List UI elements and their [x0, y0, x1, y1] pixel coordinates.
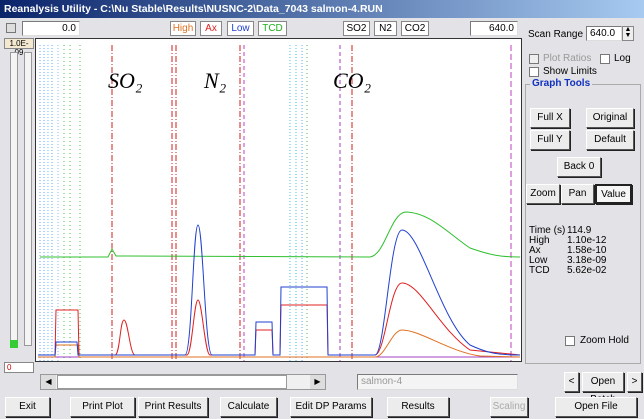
- slider[interactable]: [24, 52, 32, 346]
- readout-label: Time (s): [529, 225, 566, 236]
- button[interactable]: Original: [586, 108, 634, 128]
- title-bar: Reanalysis Utility - C:\Nu Stable\Result…: [0, 0, 644, 18]
- gas-button[interactable]: CO2: [401, 21, 429, 36]
- readout-value: 114.9: [567, 225, 592, 236]
- peak-label: SO₂: [108, 68, 143, 93]
- button[interactable]: Print Plot: [70, 397, 135, 417]
- tcd-trace: [40, 211, 521, 258]
- button[interactable]: Back 0: [557, 157, 601, 177]
- label: Show Limits: [543, 66, 597, 77]
- readout-value: 3.18e-09: [567, 255, 607, 266]
- button[interactable]: Default: [586, 130, 634, 150]
- scale-bottom: 0: [4, 362, 34, 373]
- legend-low: Low: [227, 21, 254, 36]
- high-trace: [38, 329, 521, 358]
- scrollbar[interactable]: ◀ ▶: [40, 374, 326, 390]
- scale-top: 1.0E-09: [4, 38, 34, 57]
- checkbox[interactable]: [6, 23, 16, 33]
- label: Scan Range: [528, 29, 584, 40]
- spinner[interactable]: ▲ ▼: [622, 26, 634, 41]
- gas-button[interactable]: N2: [374, 21, 397, 36]
- slider-thumb: [10, 340, 18, 348]
- scan-range-field[interactable]: 640.0: [586, 26, 622, 41]
- button[interactable]: Open Batch: [582, 372, 624, 405]
- file-field: salmon-4: [357, 374, 518, 390]
- readout-value: 1.10e-12: [567, 235, 607, 246]
- low-trace: [38, 224, 521, 356]
- button[interactable]: Full Y: [530, 130, 570, 150]
- checkbox[interactable]: [529, 54, 539, 64]
- readout-label: Low: [529, 255, 548, 266]
- button[interactable]: Open File: [555, 397, 637, 417]
- readout-value: 1.58e-10: [567, 245, 607, 256]
- readout-value: 5.62e-02: [567, 265, 607, 276]
- checkbox[interactable]: [600, 54, 610, 64]
- button[interactable]: Results: [387, 397, 449, 417]
- end-field[interactable]: 640.0: [470, 21, 518, 36]
- plot: SO₂ N₂ CO₂: [35, 38, 522, 362]
- label: Log: [614, 53, 631, 64]
- peak-label: N₂: [203, 68, 227, 93]
- legend-high: High: [170, 21, 196, 36]
- button[interactable]: <: [564, 372, 579, 392]
- label: Plot Ratios: [543, 53, 592, 64]
- checkbox[interactable]: [565, 336, 575, 346]
- readout-label: High: [529, 235, 550, 246]
- button[interactable]: Pan: [561, 184, 594, 204]
- legend-tcd: TCD: [258, 21, 287, 36]
- button[interactable]: Value: [595, 184, 632, 204]
- label: Zoom Hold: [580, 335, 629, 346]
- slider[interactable]: [10, 52, 18, 346]
- button[interactable]: Print Results: [138, 397, 208, 417]
- readout-label: Ax: [529, 245, 541, 256]
- gas-button[interactable]: SO2: [343, 21, 370, 36]
- start-field[interactable]: 0.0: [22, 21, 80, 36]
- button[interactable]: Exit: [5, 397, 50, 417]
- checkbox[interactable]: [529, 67, 539, 77]
- button[interactable]: >: [627, 372, 642, 392]
- plot-area: [35, 38, 522, 362]
- readout-label: TCD: [529, 265, 550, 276]
- button[interactable]: Calculate: [220, 397, 277, 417]
- ax-trace: [38, 282, 521, 356]
- peak-label: CO₂: [333, 68, 372, 93]
- button[interactable]: Full X: [530, 108, 570, 128]
- button[interactable]: Scaling: [490, 397, 528, 417]
- button[interactable]: Zoom: [526, 184, 560, 204]
- button[interactable]: Edit DP Params: [290, 397, 372, 417]
- legend-ax: Ax: [200, 21, 222, 36]
- group-title: Graph Tools: [530, 78, 593, 89]
